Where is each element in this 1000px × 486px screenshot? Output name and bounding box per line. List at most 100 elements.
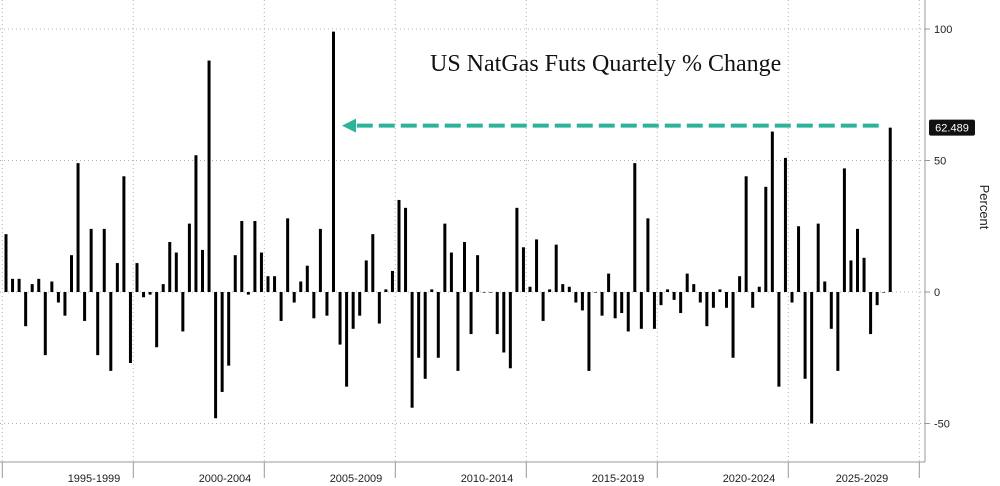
bar bbox=[561, 284, 565, 292]
bar bbox=[292, 292, 296, 303]
x-tick-label: 2000-2004 bbox=[199, 473, 252, 485]
bar bbox=[305, 265, 309, 292]
bar bbox=[423, 292, 427, 379]
bar bbox=[384, 289, 388, 292]
bar bbox=[17, 278, 21, 292]
bar bbox=[626, 292, 630, 332]
bar bbox=[521, 247, 525, 292]
bar bbox=[96, 292, 100, 356]
bar bbox=[377, 292, 381, 324]
y-tick-label: -50 bbox=[934, 419, 950, 431]
bar bbox=[240, 220, 244, 292]
grid-lines bbox=[0, 0, 930, 478]
x-tick-labels: 1995-1999 2000-2004 2005-2009 2010-2014 2015… bbox=[68, 473, 889, 485]
bar bbox=[11, 278, 15, 292]
bar bbox=[37, 278, 41, 292]
bar bbox=[882, 292, 886, 293]
bar bbox=[679, 292, 683, 314]
bar bbox=[397, 199, 401, 292]
bar bbox=[168, 242, 172, 292]
bar bbox=[803, 292, 807, 379]
bar bbox=[214, 292, 218, 419]
bar bbox=[862, 257, 866, 292]
bar bbox=[698, 292, 702, 303]
bar bbox=[508, 292, 512, 369]
bar bbox=[738, 276, 742, 292]
bar bbox=[345, 292, 349, 387]
bar bbox=[325, 292, 329, 316]
bar bbox=[102, 228, 106, 292]
bar bbox=[869, 292, 873, 335]
bar bbox=[528, 286, 532, 292]
bar bbox=[43, 292, 47, 356]
bar bbox=[639, 292, 643, 329]
y-tick-label: 100 bbox=[934, 24, 952, 36]
bar bbox=[364, 260, 368, 292]
bar bbox=[770, 131, 774, 292]
bar bbox=[70, 255, 73, 292]
bar bbox=[502, 292, 506, 353]
bar bbox=[161, 284, 165, 292]
bar bbox=[266, 276, 270, 292]
bar bbox=[607, 273, 611, 292]
bar bbox=[548, 289, 552, 292]
bar bbox=[50, 281, 54, 292]
bar bbox=[430, 289, 434, 292]
last-value-badge: 62.489 bbox=[929, 119, 975, 136]
bar bbox=[233, 255, 237, 292]
x-tick-label: 2025-2029 bbox=[836, 473, 889, 485]
bar bbox=[469, 292, 473, 335]
bar bbox=[731, 292, 735, 358]
annotation-arrow-head bbox=[342, 118, 356, 133]
bar bbox=[790, 292, 794, 303]
bar-series bbox=[4, 31, 892, 424]
bar bbox=[783, 157, 787, 292]
bar bbox=[286, 218, 290, 292]
bar bbox=[489, 292, 493, 293]
bar bbox=[371, 234, 375, 292]
bar bbox=[187, 223, 191, 292]
bar bbox=[554, 244, 558, 292]
bar bbox=[109, 292, 113, 371]
bar bbox=[220, 292, 224, 392]
bar bbox=[404, 207, 408, 292]
bar bbox=[63, 292, 67, 316]
bar bbox=[705, 292, 709, 327]
bar bbox=[253, 220, 257, 292]
bar bbox=[476, 255, 480, 292]
y-axis-label: Percent bbox=[977, 185, 992, 230]
bar bbox=[174, 252, 178, 292]
bar bbox=[201, 249, 204, 292]
bar bbox=[227, 292, 231, 366]
bar bbox=[685, 273, 689, 292]
bar bbox=[718, 289, 722, 292]
bar bbox=[797, 226, 801, 292]
bar bbox=[449, 252, 453, 292]
bar bbox=[4, 234, 8, 292]
bar bbox=[711, 292, 715, 308]
bar bbox=[744, 176, 748, 292]
bar bbox=[633, 163, 637, 292]
bar bbox=[594, 292, 597, 293]
last-value-badge-text: 62.489 bbox=[935, 123, 969, 135]
x-tick-label: 2005-2009 bbox=[330, 473, 383, 485]
bar bbox=[620, 292, 624, 314]
x-tick-label: 2015-2019 bbox=[592, 473, 645, 485]
bar bbox=[777, 292, 781, 387]
bar bbox=[30, 284, 34, 292]
bar bbox=[666, 289, 670, 292]
bar bbox=[810, 292, 814, 424]
y-tick-label: 0 bbox=[934, 287, 940, 299]
bar bbox=[155, 292, 159, 348]
bar bbox=[299, 281, 303, 292]
bar bbox=[829, 292, 833, 329]
bar bbox=[836, 292, 840, 371]
bar bbox=[764, 186, 768, 292]
bar bbox=[515, 207, 519, 292]
bar bbox=[128, 292, 132, 364]
bar bbox=[142, 292, 146, 298]
bar bbox=[888, 127, 892, 292]
bar bbox=[338, 292, 342, 345]
x-tick-label: 2010-2014 bbox=[461, 473, 514, 485]
